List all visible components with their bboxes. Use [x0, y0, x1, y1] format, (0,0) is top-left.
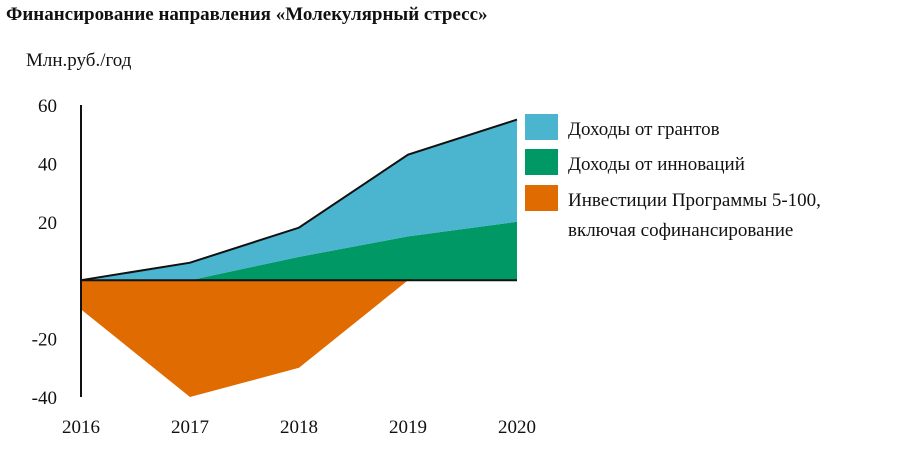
legend-innovation-swatch [525, 149, 558, 175]
legend-innovation-label: Доходы от инноваций [568, 154, 745, 175]
y-tick-label: 40 [38, 154, 57, 175]
y-tick-label: -40 [32, 388, 57, 409]
area-innovation-income [81, 221, 517, 281]
x-tick-label: 2016 [62, 417, 100, 438]
x-tick-label: 2019 [389, 417, 427, 438]
total-income-line [80, 118, 518, 282]
y-tick-label: -20 [32, 330, 57, 351]
chart-legend: Доходы от грантов Доходы от инноваций Инве… [525, 114, 821, 241]
legend-investments-label: Инвестиции Программы 5-100, [568, 190, 821, 211]
x-tick-label: 2020 [498, 417, 536, 438]
legend-grants-label: Доходы от грантов [568, 119, 720, 140]
legend-investments-swatch [525, 185, 558, 211]
y-axis-label: Млн.руб./год [26, 50, 132, 71]
y-tick-label: 60 [38, 96, 57, 117]
area-grant-income [81, 119, 517, 281]
y-tick-label: 20 [38, 213, 57, 234]
legend-grants-swatch [525, 114, 558, 140]
x-tick-label: 2018 [280, 417, 318, 438]
x-tick-label: 2017 [171, 417, 209, 438]
chart-areas [80, 118, 518, 397]
legend-investments-label-line2: включая софинансирование [568, 220, 793, 241]
area-investments [81, 280, 517, 397]
chart-title: Финансирование направления «Молекулярный… [6, 4, 488, 25]
chart-axes [80, 105, 517, 397]
